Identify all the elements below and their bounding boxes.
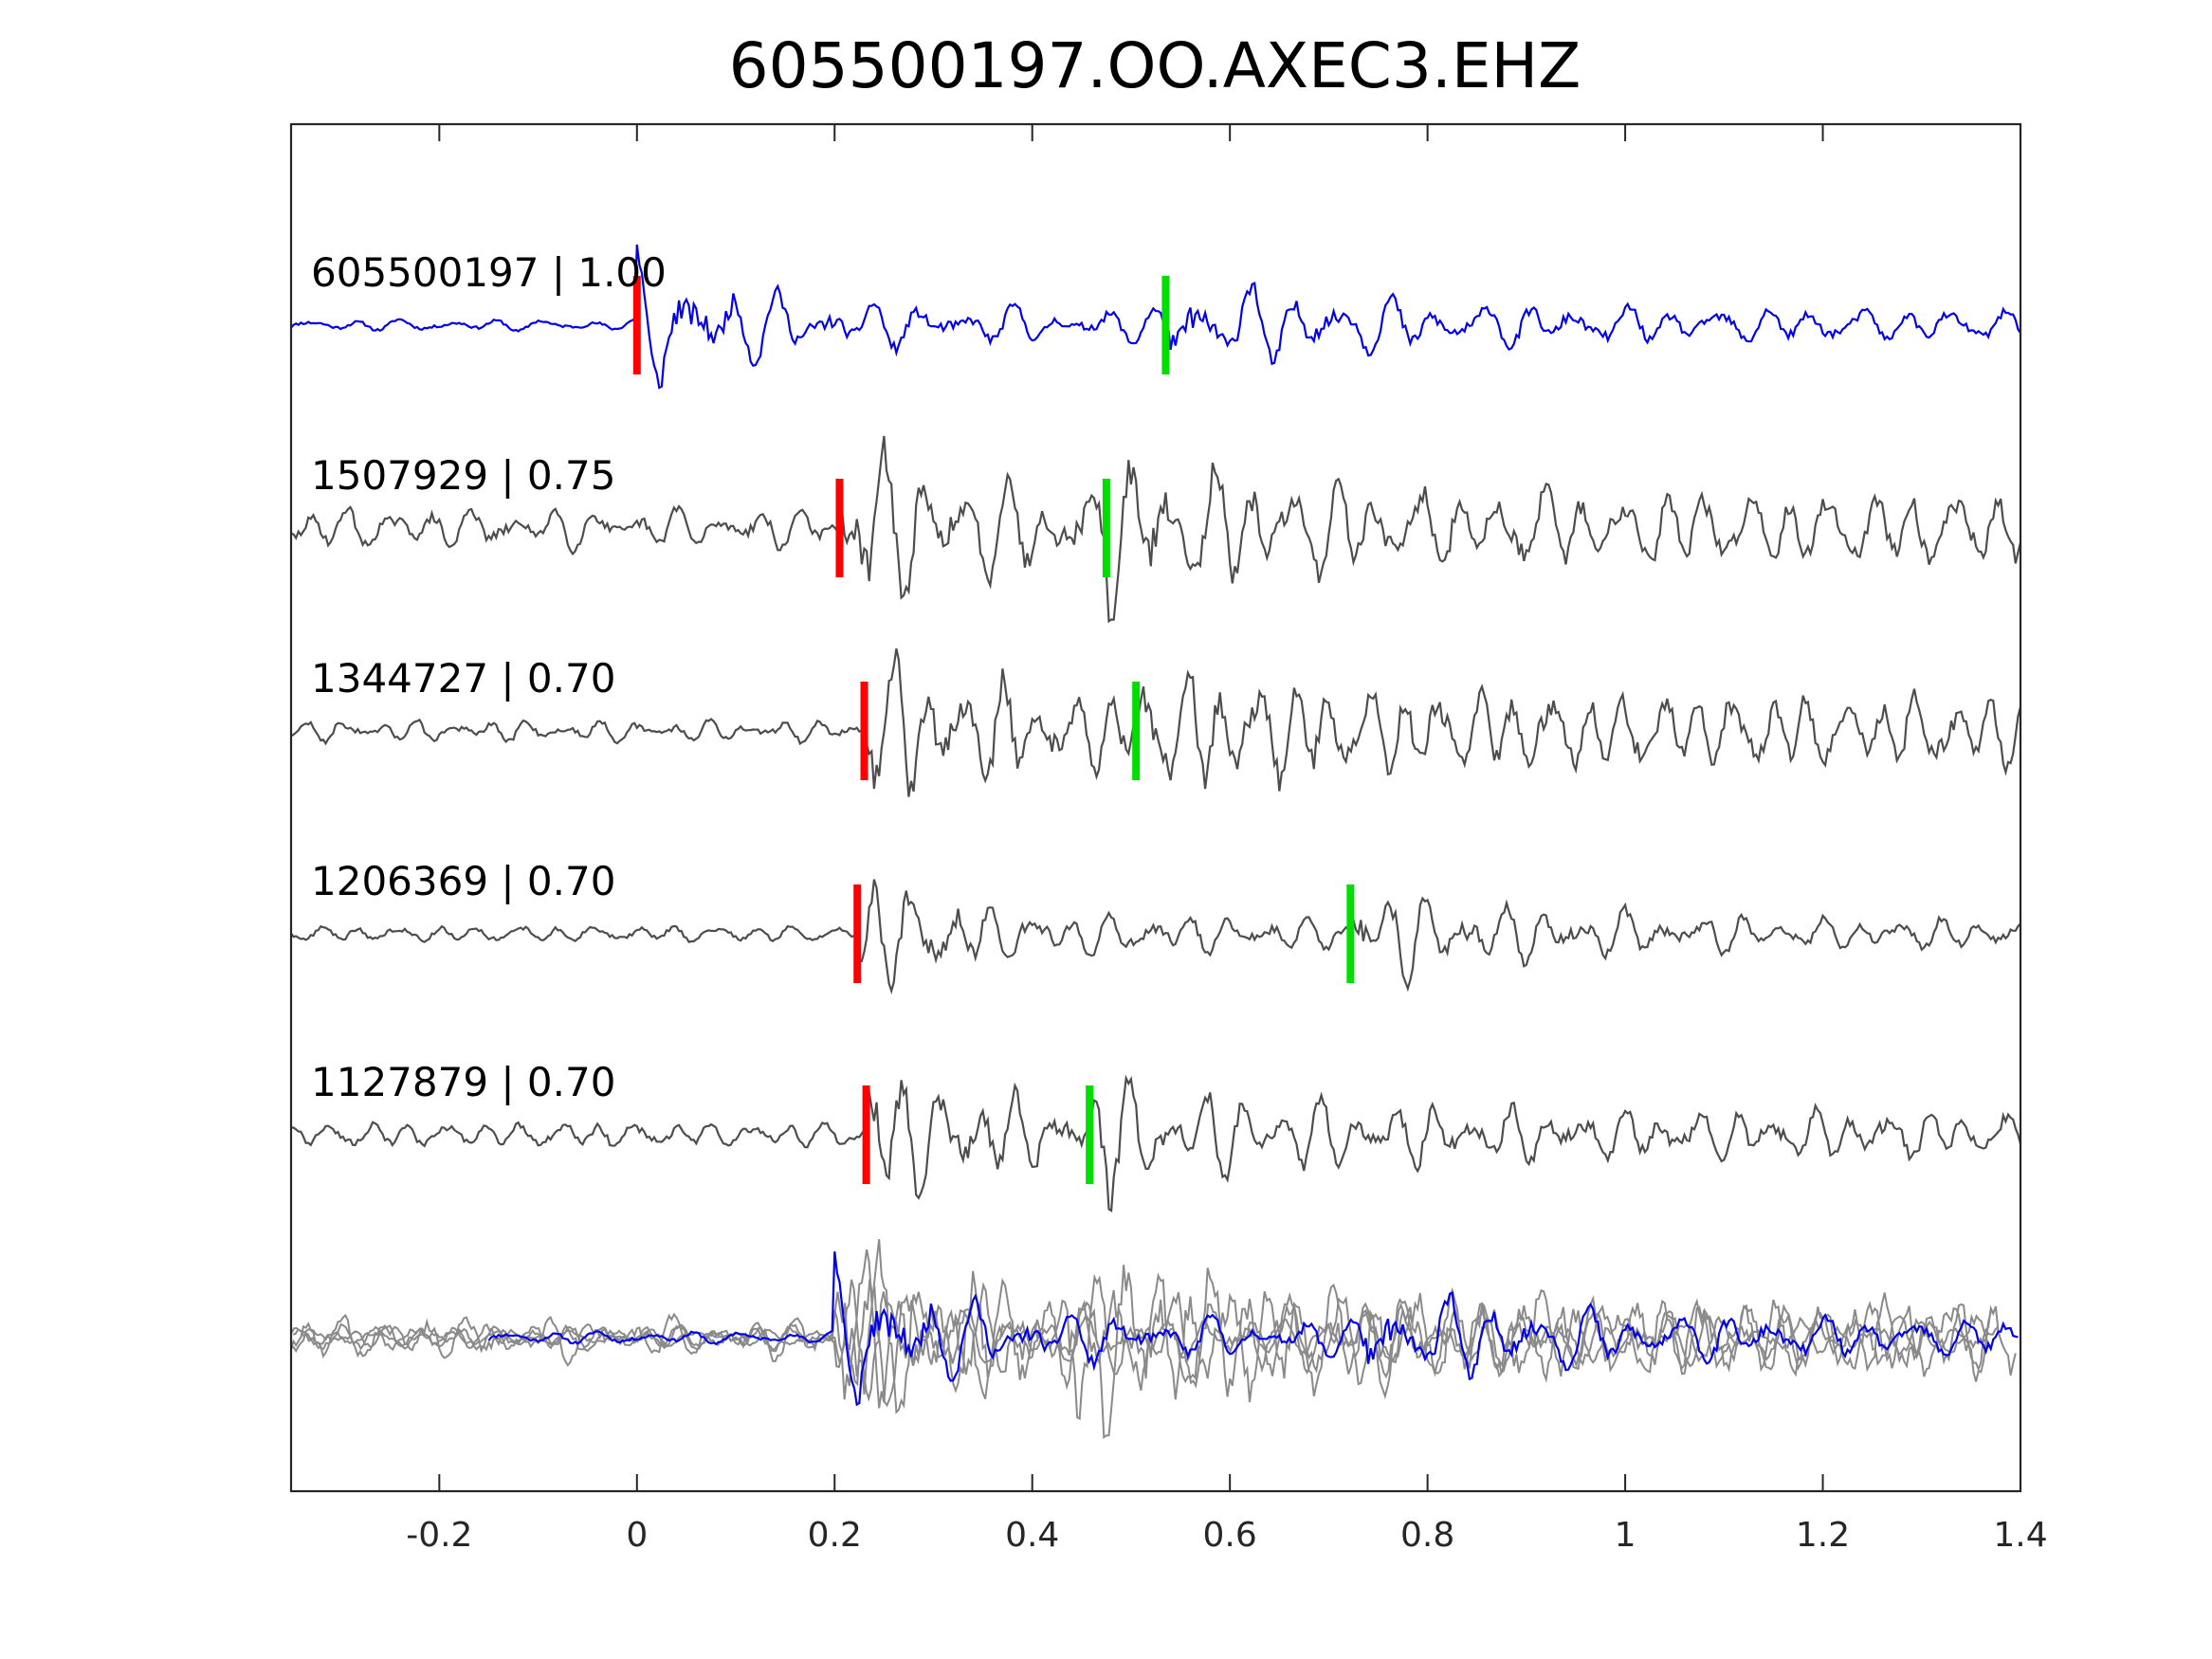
trace-label: 1127879 | 0.70 <box>311 1059 615 1105</box>
x-tick-label: 1.4 <box>1993 1516 2047 1555</box>
chart-title: 605500197.OO.AXEC3.EHZ <box>729 29 1581 102</box>
x-tick-label: 0 <box>626 1516 648 1555</box>
x-tick-label: 0.8 <box>1400 1516 1454 1555</box>
x-tick-label: 1.2 <box>1796 1516 1850 1555</box>
trace-labels: 605500197 | 1.00 1507929 | 0.75 1344727 | … <box>311 249 667 1105</box>
x-tick-label: 0.6 <box>1203 1516 1257 1555</box>
stack-template-trace <box>290 1239 2017 1440</box>
trace-label: 605500197 | 1.00 <box>311 249 667 296</box>
stack-master-trace <box>487 1250 2019 1407</box>
trace-label: 1507929 | 0.75 <box>311 452 615 499</box>
axes-frame <box>289 122 2022 1493</box>
template-trace <box>290 647 2022 797</box>
trace-label: 1344727 | 0.70 <box>311 655 615 702</box>
x-axis: -0.2 0 0.2 0.4 0.6 0.8 1 1.2 1.4 <box>406 124 2048 1555</box>
template-trace <box>290 435 2022 624</box>
x-tick-label: 1 <box>1615 1516 1636 1555</box>
template-trace <box>290 1074 2022 1212</box>
stack-template-trace <box>290 1273 1990 1421</box>
template-trace <box>290 879 2021 994</box>
traces-layer <box>290 244 2022 1440</box>
stack-overlay <box>290 1239 2019 1440</box>
x-tick-label: 0.2 <box>808 1516 862 1555</box>
trace-label: 1206369 | 0.70 <box>311 858 615 904</box>
x-tick-label: 0.4 <box>1005 1516 1059 1555</box>
x-tick-label: -0.2 <box>406 1516 472 1555</box>
master-trace <box>290 244 2021 390</box>
stack-template-trace <box>290 1249 1992 1409</box>
picks-layer <box>632 276 1355 1184</box>
